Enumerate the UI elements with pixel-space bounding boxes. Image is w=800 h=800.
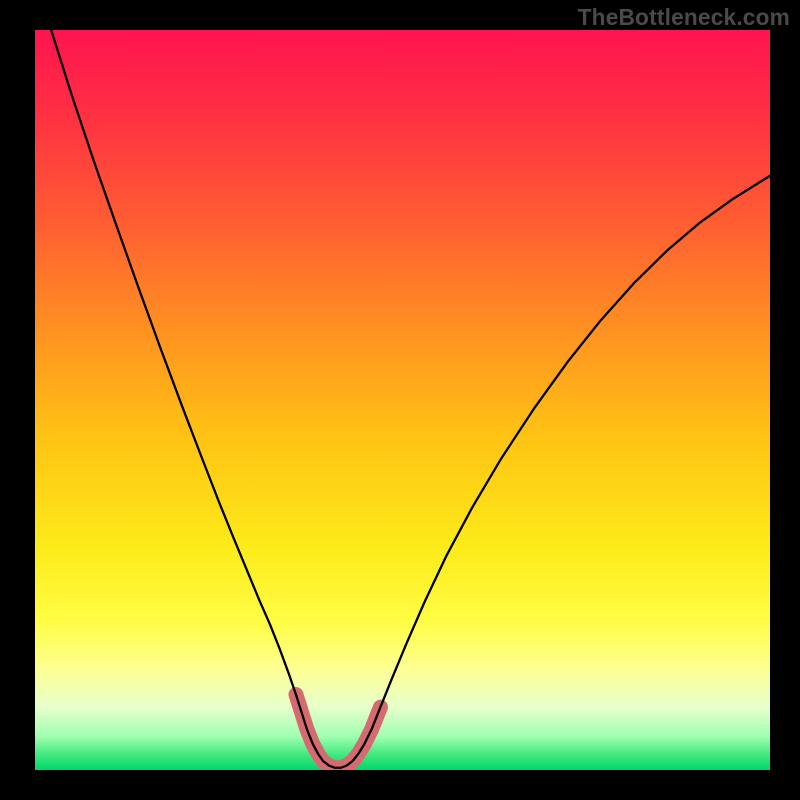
watermark-text: TheBottleneck.com: [578, 4, 790, 31]
gradient-background: [35, 30, 770, 770]
plot-area: [35, 30, 770, 770]
chart-svg: [35, 30, 770, 770]
chart-container: TheBottleneck.com: [0, 0, 800, 800]
